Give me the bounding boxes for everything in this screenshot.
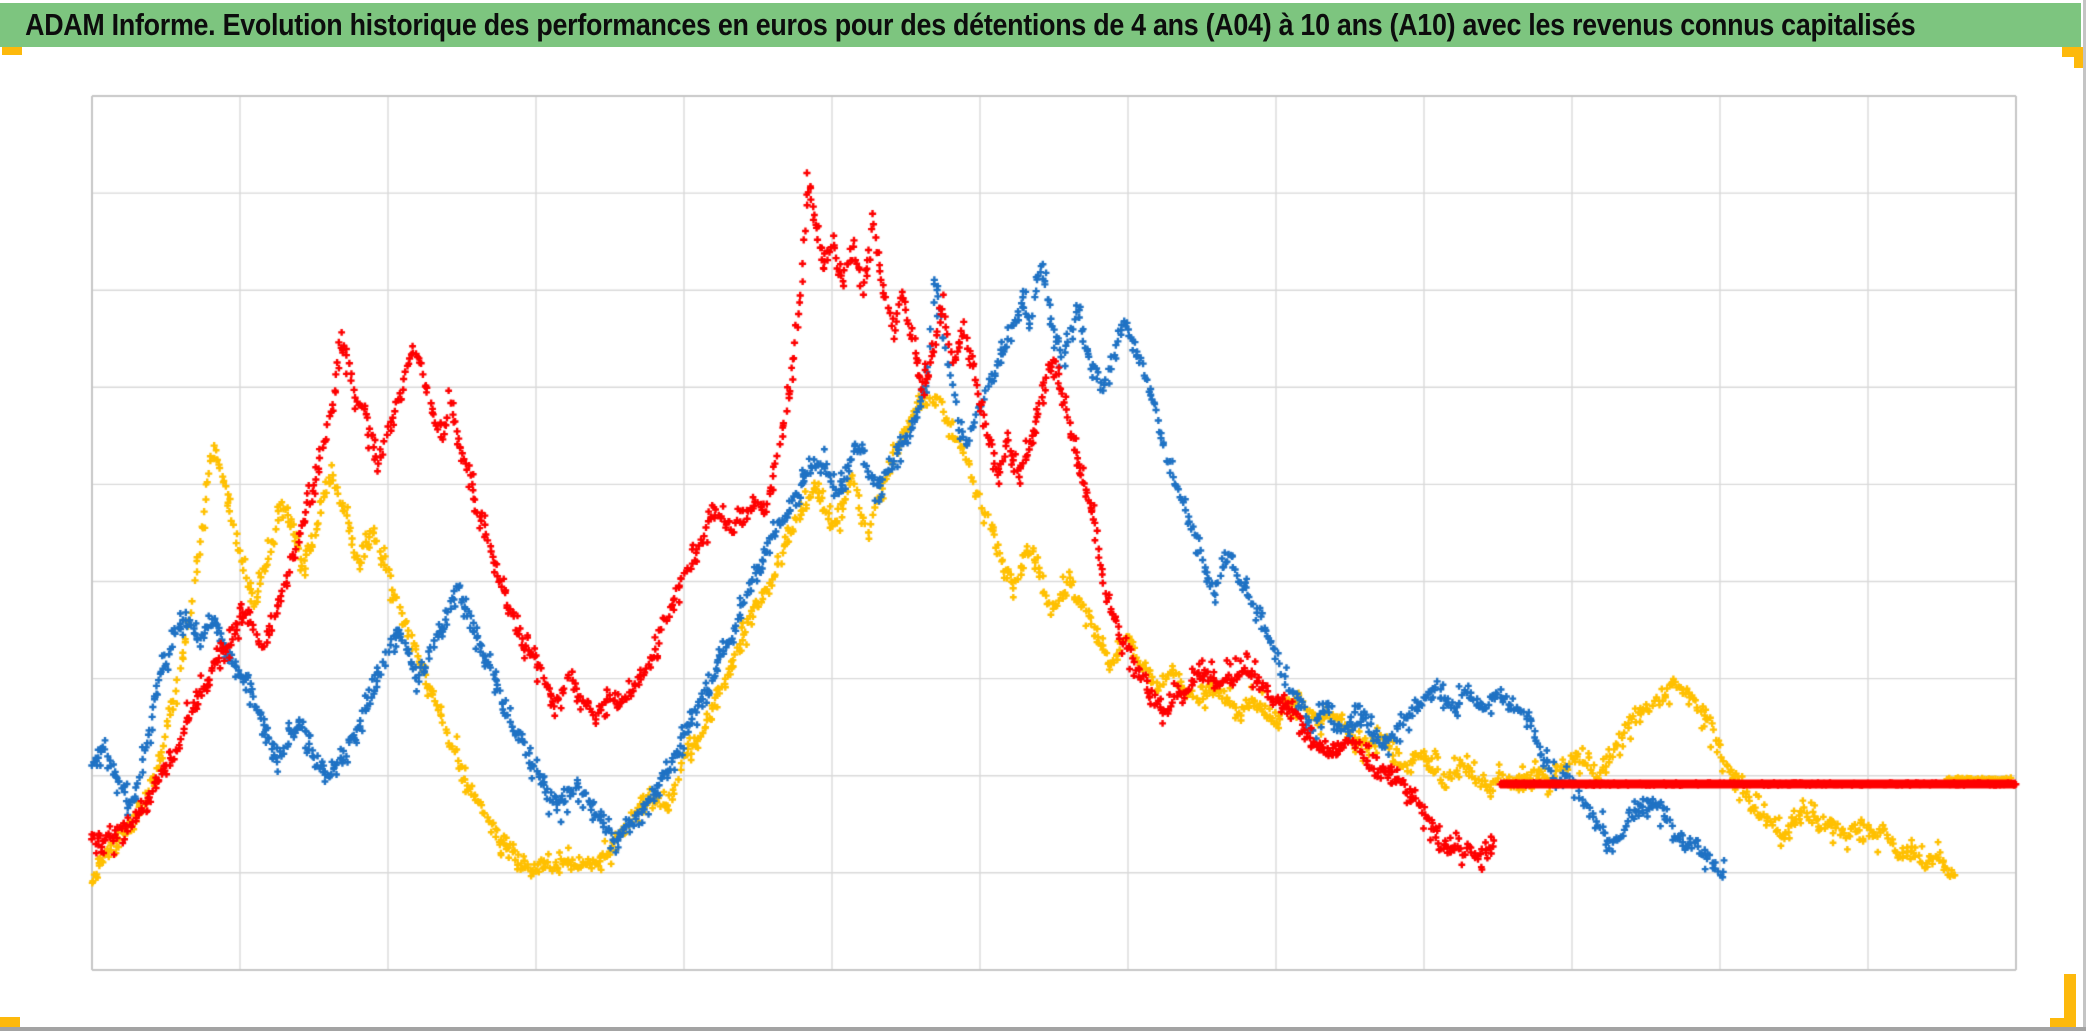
accent-bottom-left — [0, 1017, 20, 1028]
title-bar: ADAM Informe. Evolution historique des p… — [0, 3, 2081, 47]
right-edge-border — [2083, 0, 2086, 1031]
accent-top-left — [2, 47, 22, 55]
accent-top-right-horizontal — [2062, 47, 2083, 57]
bottom-gray-bar — [0, 1027, 2086, 1031]
page-title: ADAM Informe. Evolution historique des p… — [25, 7, 1916, 42]
accent-top-right-vertical — [2074, 47, 2083, 68]
accent-bottom-right-vertical — [2064, 974, 2076, 1028]
accent-bottom-right-foot — [2050, 1018, 2076, 1028]
